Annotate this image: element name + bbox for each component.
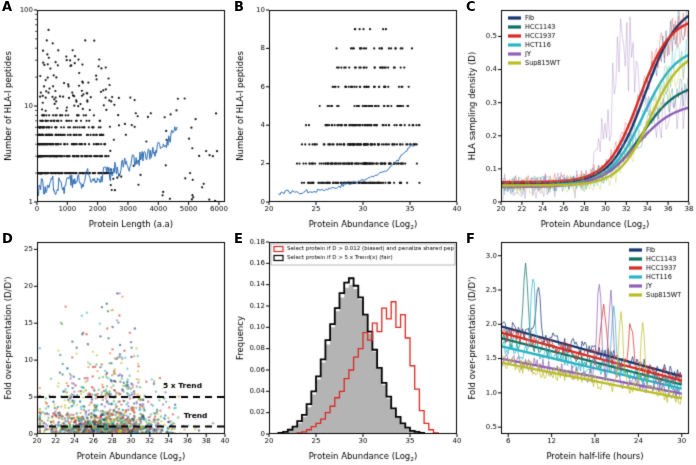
panel-c-label: C bbox=[466, 0, 476, 15]
panel-b-label: B bbox=[234, 0, 244, 15]
panel-e-label: E bbox=[234, 232, 243, 247]
panel-d-chart bbox=[0, 232, 232, 464]
panel-e-chart bbox=[232, 232, 464, 464]
panel-a-chart bbox=[0, 0, 232, 232]
panel-a-label: A bbox=[2, 0, 13, 15]
panel-d: D bbox=[0, 232, 232, 464]
panel-b: B bbox=[232, 0, 464, 232]
panel-f-label: F bbox=[466, 232, 475, 247]
panel-a: A bbox=[0, 0, 232, 232]
panel-f: F bbox=[464, 232, 696, 464]
panel-b-chart bbox=[232, 0, 464, 232]
panel-f-chart bbox=[464, 232, 696, 464]
panel-e: E bbox=[232, 232, 464, 464]
panel-d-label: D bbox=[2, 232, 13, 247]
panel-c: C bbox=[464, 0, 696, 232]
panel-c-chart bbox=[464, 0, 696, 232]
